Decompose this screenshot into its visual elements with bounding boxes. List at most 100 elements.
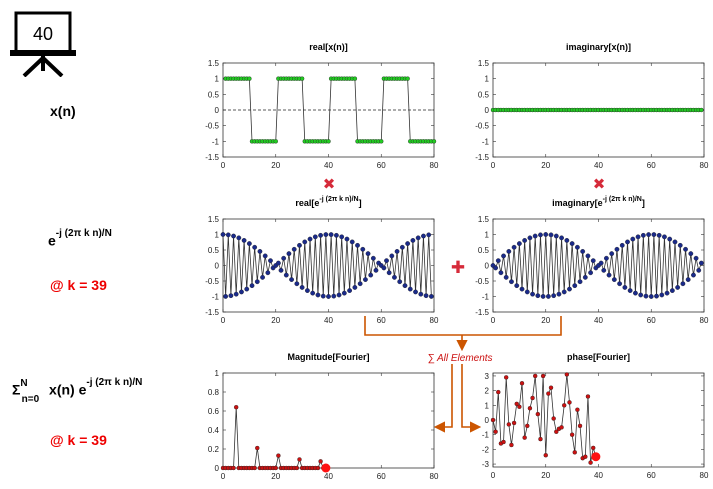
y-tick-label: 1 bbox=[485, 75, 490, 84]
kernel-label: e-j (2π k n)/N bbox=[48, 228, 112, 249]
y-tick-label: 3 bbox=[485, 372, 490, 381]
data-point bbox=[246, 241, 252, 246]
data-point bbox=[545, 294, 551, 299]
y-tick-label: -1 bbox=[482, 137, 490, 146]
data-point bbox=[326, 294, 331, 299]
data-point bbox=[572, 283, 578, 289]
sum-annotation: ∑ All Elements bbox=[427, 353, 492, 364]
data-point bbox=[389, 253, 395, 259]
data-point bbox=[501, 253, 506, 259]
y-tick-label: 0.2 bbox=[208, 445, 220, 454]
data-point bbox=[546, 391, 551, 396]
data-point bbox=[559, 425, 564, 430]
slide-number-icon: 40 bbox=[10, 11, 76, 77]
data-point bbox=[493, 429, 498, 434]
data-point bbox=[625, 239, 630, 245]
data-point bbox=[373, 267, 379, 273]
x-tick-label: 40 bbox=[594, 316, 603, 325]
series-line bbox=[492, 374, 597, 463]
chart-title: imaginary[e-j (2π k n)/N] bbox=[552, 196, 645, 208]
data-point bbox=[598, 260, 604, 266]
x-tick-label: 20 bbox=[271, 161, 280, 170]
data-point bbox=[680, 281, 686, 287]
data-point bbox=[294, 465, 300, 471]
data-point bbox=[635, 234, 641, 240]
data-point bbox=[418, 291, 424, 297]
data-point bbox=[567, 286, 572, 292]
data-point bbox=[601, 267, 607, 273]
data-point bbox=[564, 372, 570, 377]
data-point bbox=[252, 465, 257, 471]
data-point bbox=[260, 274, 265, 280]
data-point bbox=[299, 76, 305, 81]
combine-arrows bbox=[364, 316, 562, 433]
data-point bbox=[643, 293, 649, 299]
data-point bbox=[538, 436, 543, 442]
data-point bbox=[535, 293, 541, 299]
data-point bbox=[307, 236, 313, 242]
data-point bbox=[276, 453, 281, 458]
data-point bbox=[585, 253, 591, 259]
data-point bbox=[334, 232, 339, 238]
y-tick-label: -0.5 bbox=[475, 122, 489, 131]
data-point bbox=[379, 139, 384, 144]
plot-frame bbox=[492, 372, 705, 468]
chart-title-end: ] bbox=[359, 198, 362, 208]
data-point bbox=[370, 255, 376, 261]
x-tick-label: 80 bbox=[700, 316, 709, 325]
data-point bbox=[413, 289, 418, 295]
data-point bbox=[281, 255, 287, 261]
y-tick-label: 1.5 bbox=[478, 215, 490, 224]
data-point bbox=[675, 285, 681, 290]
y-tick-label: -1 bbox=[482, 293, 490, 302]
x-tick-label: 80 bbox=[430, 316, 439, 325]
x-tick-label: 40 bbox=[594, 161, 603, 170]
data-point bbox=[538, 232, 543, 238]
multiply-icon: ✖ bbox=[323, 176, 336, 193]
data-point bbox=[506, 422, 512, 427]
data-point bbox=[268, 258, 273, 264]
x-tick-label: 80 bbox=[700, 161, 709, 170]
data-point bbox=[530, 395, 535, 401]
data-point bbox=[495, 258, 501, 264]
data-point bbox=[496, 389, 501, 395]
data-point bbox=[328, 232, 334, 237]
chart-title-base: real[e bbox=[295, 198, 319, 208]
y-tick-label: 0 bbox=[215, 262, 220, 271]
data-point bbox=[291, 246, 297, 252]
data-point bbox=[394, 249, 400, 254]
data-point bbox=[532, 233, 538, 239]
data-point bbox=[302, 239, 308, 245]
data-point bbox=[493, 265, 499, 271]
data-point bbox=[255, 445, 260, 451]
data-point bbox=[318, 459, 323, 464]
data-point bbox=[633, 290, 638, 296]
data-point bbox=[273, 139, 278, 144]
x-tick-label: 60 bbox=[377, 161, 386, 170]
data-point bbox=[654, 293, 659, 299]
data-point bbox=[640, 232, 646, 238]
data-point bbox=[554, 429, 559, 434]
x-tick-label: 80 bbox=[430, 472, 439, 481]
data-point bbox=[283, 272, 289, 278]
y-tick-label: -1.5 bbox=[205, 153, 219, 162]
y-tick-label: -0.5 bbox=[475, 277, 489, 286]
data-point bbox=[275, 260, 281, 266]
data-point bbox=[273, 465, 278, 471]
x-tick-label: 60 bbox=[647, 316, 656, 325]
data-point bbox=[326, 139, 331, 144]
k-note-2: @ k = 39 bbox=[50, 432, 107, 448]
data-point bbox=[562, 403, 567, 408]
chart-title: real[x(n)] bbox=[309, 42, 348, 52]
data-point bbox=[231, 233, 236, 239]
data-point bbox=[683, 246, 688, 252]
data-point bbox=[402, 283, 408, 289]
data-point bbox=[588, 460, 593, 465]
data-point bbox=[543, 453, 548, 458]
x-tick-label: 60 bbox=[647, 161, 656, 170]
data-point bbox=[501, 439, 506, 445]
data-point bbox=[569, 432, 575, 437]
data-point bbox=[630, 236, 636, 242]
x-tick-label: 0 bbox=[221, 316, 226, 325]
